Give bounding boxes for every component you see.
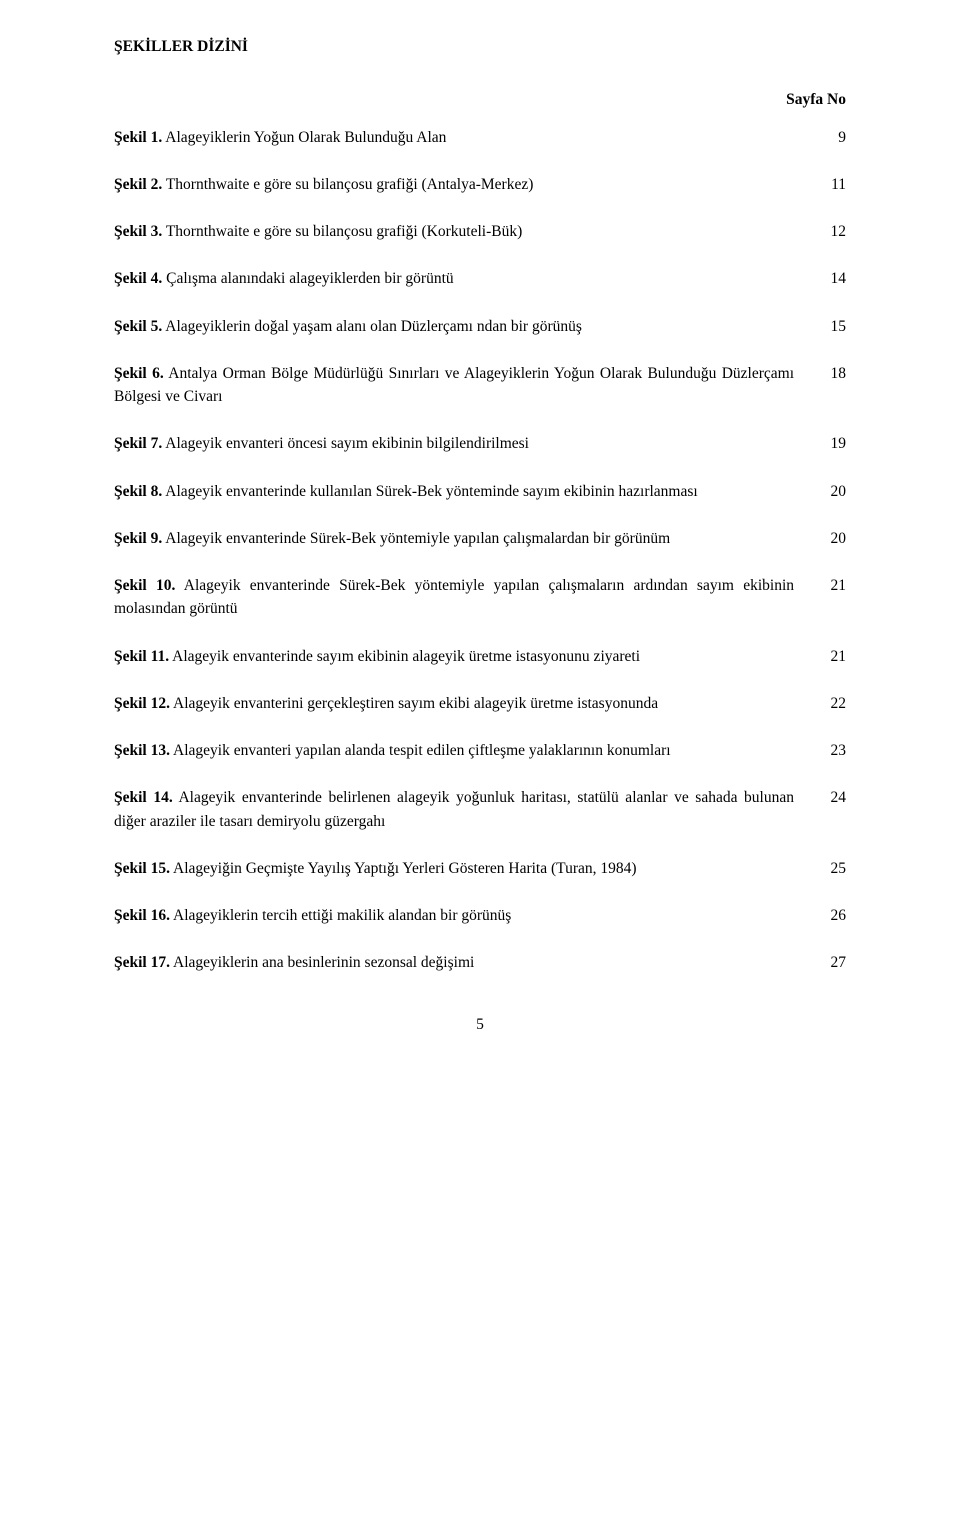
- figure-entry-page: 27: [822, 951, 846, 974]
- figure-entry-text: Şekil 1. Alageyiklerin Yoğun Olarak Bulu…: [114, 126, 822, 149]
- figure-entry-description: Antalya Orman Bölge Müdürlüğü Sınırları …: [114, 365, 794, 405]
- figure-entry-text: Şekil 12. Alageyik envanterini gerçekleş…: [114, 692, 822, 715]
- page-number: 5: [114, 1013, 846, 1036]
- figure-entry-page: 21: [822, 574, 846, 597]
- column-header-page: Sayfa No: [786, 88, 846, 111]
- figure-entry-text: Şekil 3. Thornthwaite e göre su bilanços…: [114, 220, 822, 243]
- figure-entry-text: Şekil 13. Alageyik envanteri yapılan ala…: [114, 739, 822, 762]
- figure-entry-text: Şekil 15. Alageyiğin Geçmişte Yayılış Ya…: [114, 857, 822, 880]
- figure-entry-description: Alageyiklerin doğal yaşam alanı olan Düz…: [162, 318, 582, 335]
- figure-entry-lead: Şekil 12.: [114, 695, 170, 712]
- figure-entry: Şekil 7. Alageyik envanteri öncesi sayım…: [114, 432, 846, 455]
- figure-entry-lead: Şekil 1.: [114, 129, 162, 146]
- figure-entry-description: Alageyik envanterinde sayım ekibinin ala…: [169, 648, 640, 665]
- figure-entry-page: 23: [822, 739, 846, 762]
- figure-entry-page: 26: [822, 904, 846, 927]
- figure-entry-description: Alageyik envanteri yapılan alanda tespit…: [170, 742, 671, 759]
- figure-entry-page: 20: [822, 480, 846, 503]
- figure-entry-lead: Şekil 11.: [114, 648, 169, 665]
- figure-entry-description: Alageyik envanterinde kullanılan Sürek-B…: [162, 483, 697, 500]
- figure-entry: Şekil 2. Thornthwaite e göre su bilanços…: [114, 173, 846, 196]
- figure-list: Şekil 1. Alageyiklerin Yoğun Olarak Bulu…: [114, 126, 846, 975]
- figure-entry-page: 21: [822, 645, 846, 668]
- figure-entry-lead: Şekil 10.: [114, 577, 175, 594]
- figure-entry-lead: Şekil 5.: [114, 318, 162, 335]
- figure-entry-text: Şekil 16. Alageyiklerin tercih ettiği ma…: [114, 904, 822, 927]
- figure-entry-lead: Şekil 13.: [114, 742, 170, 759]
- figure-entry-description: Alageyiğin Geçmişte Yayılış Yaptığı Yerl…: [170, 860, 637, 877]
- figure-entry: Şekil 3. Thornthwaite e göre su bilanços…: [114, 220, 846, 243]
- figure-entry-lead: Şekil 3.: [114, 223, 162, 240]
- figure-entry-page: 11: [822, 173, 846, 196]
- figure-entry-description: Alageyik envanterini gerçekleştiren sayı…: [170, 695, 658, 712]
- figure-entry-text: Şekil 6. Antalya Orman Bölge Müdürlüğü S…: [114, 362, 822, 409]
- figure-entry-text: Şekil 9. Alageyik envanterinde Sürek-Bek…: [114, 527, 822, 550]
- figure-entry-page: 18: [822, 362, 846, 385]
- figure-entry-page: 12: [822, 220, 846, 243]
- figure-entry-page: 25: [822, 857, 846, 880]
- figure-entry: Şekil 9. Alageyik envanterinde Sürek-Bek…: [114, 527, 846, 550]
- figure-entry-lead: Şekil 4.: [114, 270, 162, 287]
- figure-entry-description: Alageyik envanterinde Sürek-Bek yöntemiy…: [114, 577, 794, 617]
- figure-entry-text: Şekil 11. Alageyik envanterinde sayım ek…: [114, 645, 822, 668]
- figure-entry-lead: Şekil 2.: [114, 176, 162, 193]
- figure-entry: Şekil 6. Antalya Orman Bölge Müdürlüğü S…: [114, 362, 846, 409]
- figure-entry-description: Thornthwaite e göre su bilançosu grafiği…: [162, 176, 533, 193]
- figure-entry-text: Şekil 2. Thornthwaite e göre su bilanços…: [114, 173, 822, 196]
- figure-entry-page: 19: [822, 432, 846, 455]
- figure-entry-text: Şekil 10. Alageyik envanterinde Sürek-Be…: [114, 574, 822, 621]
- figure-entry-text: Şekil 4. Çalışma alanındaki alageyiklerd…: [114, 267, 822, 290]
- figure-entry-page: 15: [822, 315, 846, 338]
- figure-entry-description: Alageyik envanterinde belirlenen alageyi…: [114, 789, 794, 829]
- figure-entry-lead: Şekil 7.: [114, 435, 162, 452]
- figure-entry-lead: Şekil 17.: [114, 954, 170, 971]
- figure-entry: Şekil 14. Alageyik envanterinde belirlen…: [114, 786, 846, 833]
- figure-entry-lead: Şekil 16.: [114, 907, 170, 924]
- figure-entry: Şekil 8. Alageyik envanterinde kullanıla…: [114, 480, 846, 503]
- figure-entry-lead: Şekil 8.: [114, 483, 162, 500]
- figure-entry-lead: Şekil 14.: [114, 789, 173, 806]
- figure-entry-lead: Şekil 9.: [114, 530, 162, 547]
- figure-entry: Şekil 10. Alageyik envanterinde Sürek-Be…: [114, 574, 846, 621]
- figure-entry-description: Alageyik envanteri öncesi sayım ekibinin…: [162, 435, 529, 452]
- figure-entry: Şekil 5. Alageyiklerin doğal yaşam alanı…: [114, 315, 846, 338]
- figure-entry-description: Thornthwaite e göre su bilançosu grafiği…: [162, 223, 522, 240]
- figure-entry-page: 22: [822, 692, 846, 715]
- figure-entry-description: Çalışma alanındaki alageyiklerden bir gö…: [162, 270, 453, 287]
- figure-entry: Şekil 15. Alageyiğin Geçmişte Yayılış Ya…: [114, 857, 846, 880]
- figure-entry-text: Şekil 7. Alageyik envanteri öncesi sayım…: [114, 432, 822, 455]
- figure-entry-text: Şekil 14. Alageyik envanterinde belirlen…: [114, 786, 822, 833]
- figure-entry-text: Şekil 5. Alageyiklerin doğal yaşam alanı…: [114, 315, 822, 338]
- figure-entry: Şekil 17. Alageyiklerin ana besinlerinin…: [114, 951, 846, 974]
- figure-entry: Şekil 1. Alageyiklerin Yoğun Olarak Bulu…: [114, 126, 846, 149]
- figure-entry: Şekil 4. Çalışma alanındaki alageyiklerd…: [114, 267, 846, 290]
- figure-entry-text: Şekil 8. Alageyik envanterinde kullanıla…: [114, 480, 822, 503]
- figure-entry-page: 9: [822, 126, 846, 149]
- figure-entry: Şekil 13. Alageyik envanteri yapılan ala…: [114, 739, 846, 762]
- figure-entry: Şekil 12. Alageyik envanterini gerçekleş…: [114, 692, 846, 715]
- figure-entry-page: 20: [822, 527, 846, 550]
- page-title: ŞEKİLLER DİZİNİ: [114, 35, 846, 58]
- figure-entry-lead: Şekil 15.: [114, 860, 170, 877]
- figure-entry-page: 24: [822, 786, 846, 809]
- figure-entry-lead: Şekil 6.: [114, 365, 164, 382]
- figure-entry: Şekil 16. Alageyiklerin tercih ettiği ma…: [114, 904, 846, 927]
- figure-entry: Şekil 11. Alageyik envanterinde sayım ek…: [114, 645, 846, 668]
- figure-entry-text: Şekil 17. Alageyiklerin ana besinlerinin…: [114, 951, 822, 974]
- figure-entry-description: Alageyiklerin Yoğun Olarak Bulunduğu Ala…: [162, 129, 446, 146]
- figure-entry-page: 14: [822, 267, 846, 290]
- figure-entry-description: Alageyiklerin tercih ettiği makilik alan…: [170, 907, 511, 924]
- figure-entry-description: Alageyik envanterinde Sürek-Bek yöntemiy…: [162, 530, 670, 547]
- column-header-row: Sayfa No: [114, 88, 846, 111]
- figure-entry-description: Alageyiklerin ana besinlerinin sezonsal …: [170, 954, 474, 971]
